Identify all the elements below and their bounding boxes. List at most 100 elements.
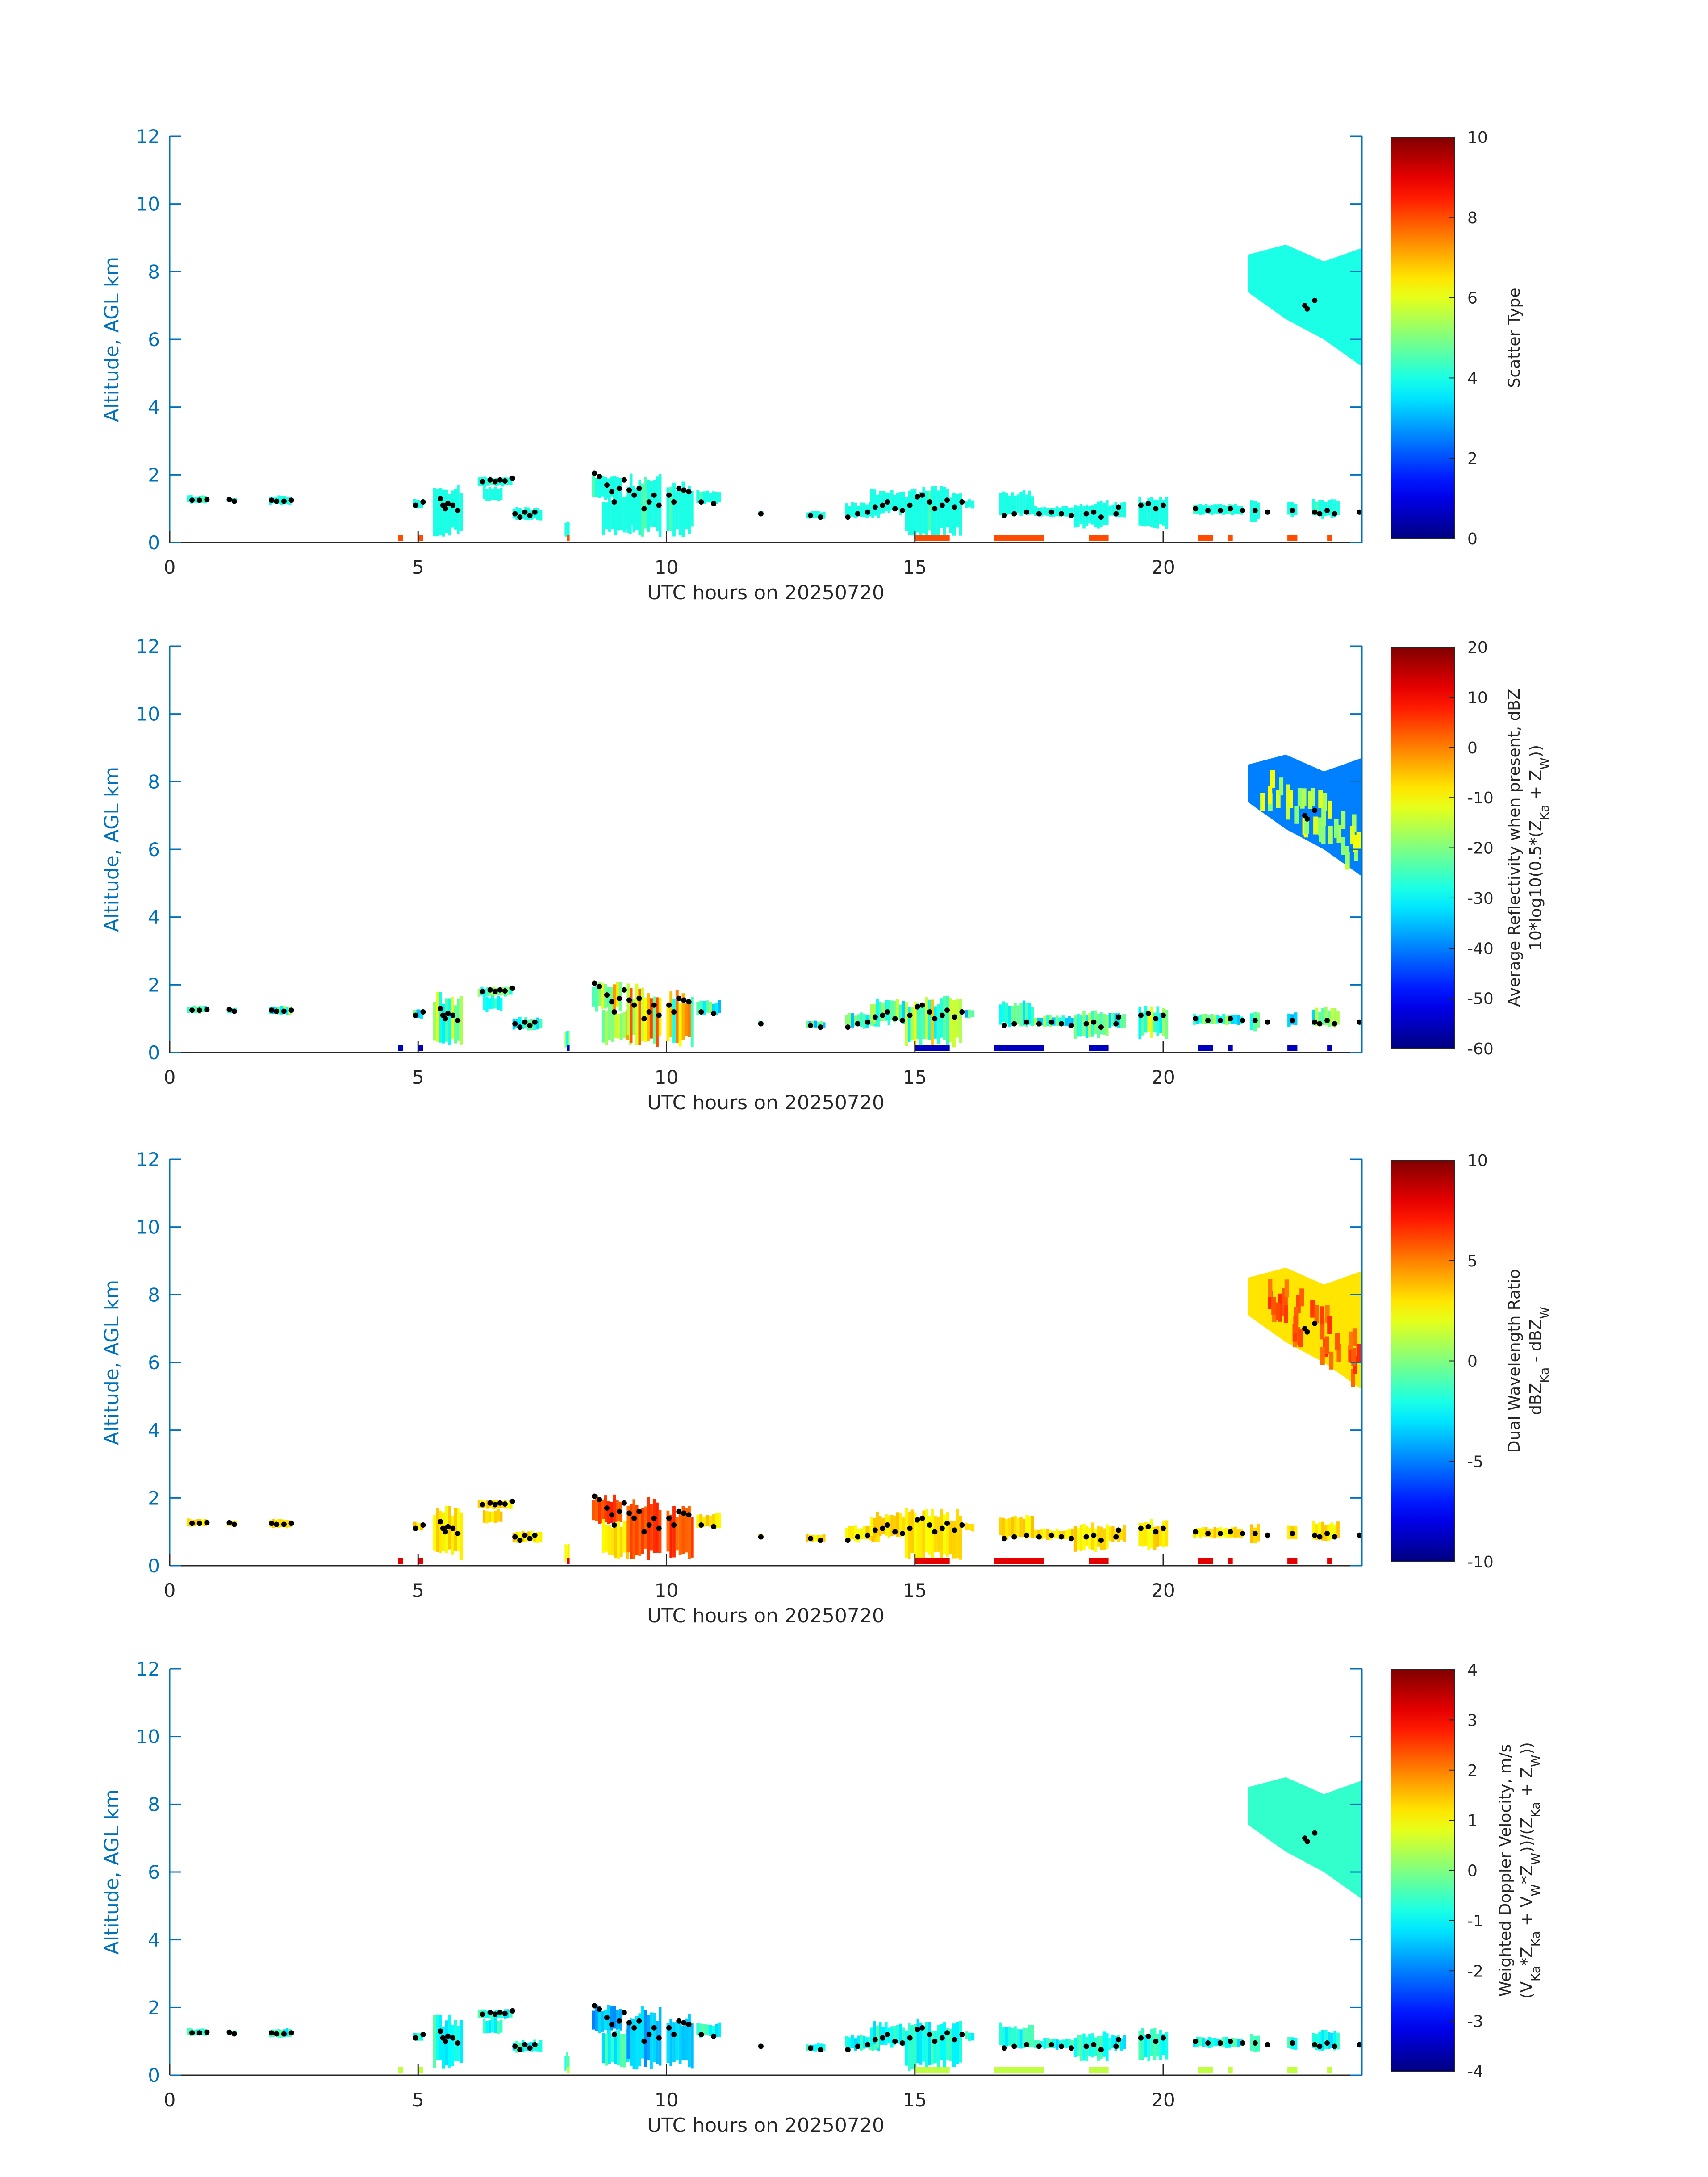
echo-cell <box>647 993 650 1041</box>
cirrus-echo-cell <box>1352 1328 1357 1346</box>
echo-cell <box>905 1002 908 1047</box>
echo-cell <box>530 1531 534 1541</box>
echo-cell <box>823 511 826 519</box>
cloud-base-point <box>1091 1019 1097 1025</box>
echo-cell <box>902 1000 905 1024</box>
echo-cell <box>1318 1522 1322 1540</box>
cloud-base-point <box>1324 1531 1330 1536</box>
echo-cell <box>644 2010 647 2067</box>
cloud-base-point <box>907 1012 913 1018</box>
echo-cell <box>658 1510 662 1553</box>
echo-cell <box>1002 491 1005 517</box>
cloud-base-point <box>288 497 294 503</box>
cloud-base-point <box>698 1522 704 1528</box>
echo-cell <box>1077 2035 1080 2056</box>
echo-cell <box>1162 500 1165 526</box>
echo-cell <box>486 1500 489 1509</box>
cloud-base-point <box>274 1008 280 1014</box>
echo-cell <box>1333 1525 1337 1538</box>
echo-cell <box>1294 504 1298 515</box>
echo-cell <box>459 1512 463 1560</box>
cloud-base-point <box>626 487 632 493</box>
surface-echo <box>398 2067 403 2073</box>
cloud-base-point <box>420 1522 426 1528</box>
echo-cell <box>1120 1015 1123 1028</box>
echo-cell <box>632 1499 635 1559</box>
cloud-base-point <box>952 1014 957 1020</box>
echo-cell <box>702 491 706 504</box>
cloud-base-point <box>189 1521 195 1526</box>
echo-cell <box>696 2023 700 2035</box>
cloud-base-point <box>1083 511 1089 517</box>
x-tick-label: 0 <box>164 2089 176 2111</box>
cloud-base-point <box>512 1534 518 1540</box>
echo-cell <box>497 1509 500 1522</box>
cloud-base-point <box>502 988 508 994</box>
echo-cell <box>638 2013 641 2066</box>
echo-cell <box>1257 1012 1260 1028</box>
surface-echo <box>1287 535 1298 541</box>
echo-cell <box>564 523 567 537</box>
surface-echo <box>1287 1045 1298 1051</box>
cloud-base-point <box>1036 2043 1042 2049</box>
cloud-base-point <box>231 2031 237 2037</box>
cloud-base-point <box>646 1009 652 1015</box>
echo-cell <box>500 998 503 1011</box>
echo-cell <box>949 998 952 1043</box>
echo-cell <box>566 1544 568 1559</box>
echo-cell <box>1070 1018 1074 1027</box>
echo-cell <box>681 1506 685 1554</box>
echo-cell <box>1120 2038 1123 2051</box>
echo-cell <box>619 1527 623 1557</box>
cloud-base-point <box>487 987 493 993</box>
cloud-base-point <box>509 2008 515 2014</box>
echo-cell <box>1213 2038 1217 2047</box>
echo-cell <box>943 1514 946 1555</box>
echo-cell <box>598 982 601 1006</box>
echo-cell <box>1114 1529 1118 1539</box>
echo-cell <box>940 998 943 1038</box>
echo-cell <box>718 1000 721 1013</box>
echo-cell <box>922 2028 925 2062</box>
echo-cell <box>823 2044 826 2051</box>
colorbar-tick-label: 0 <box>1467 1862 1478 1880</box>
cloud-base-point <box>1332 1534 1337 1540</box>
cloud-base-point <box>636 995 642 1001</box>
echo-cell <box>485 1511 489 1524</box>
echo-cell <box>873 1004 876 1024</box>
cloud-base-point <box>1138 502 1144 508</box>
echo-cell <box>1046 1529 1049 1540</box>
echo-cell <box>666 487 670 531</box>
cloud-base-point <box>666 2025 672 2031</box>
surface-echo <box>1228 1045 1233 1051</box>
echo-cell <box>928 1516 931 1555</box>
surface-echo <box>994 2067 1044 2073</box>
echo-cell <box>712 1514 715 1526</box>
echo-cell <box>187 1518 190 1526</box>
cloud-base-point <box>1138 2035 1144 2041</box>
cirrus-echo-cell <box>1293 1315 1298 1333</box>
colorbar-tick-label: -3 <box>1467 2013 1483 2031</box>
cloud-base-point <box>1193 1016 1199 1022</box>
cloud-base-point <box>892 1529 898 1535</box>
echo-cell <box>1287 2037 1291 2048</box>
echo-cell <box>568 2056 570 2072</box>
cloud-base-point <box>932 1529 938 1535</box>
echo-cell <box>922 487 925 534</box>
y-tick-label: 8 <box>148 771 160 793</box>
echo-cell <box>965 2031 968 2039</box>
colorbar-tick-label: 20 <box>1467 639 1488 657</box>
echo-cell <box>672 2022 676 2062</box>
cloud-base-point <box>512 1021 518 1027</box>
cloud-base-point <box>641 1529 647 1535</box>
echo-cell <box>1022 1518 1026 1537</box>
cloud-base-point <box>522 2042 528 2047</box>
cloud-base-point <box>527 1023 533 1028</box>
cloud-base-point <box>880 1012 885 1018</box>
echo-cell <box>669 486 673 531</box>
cloud-base-point <box>666 1515 672 1521</box>
echo-cell <box>1065 506 1068 517</box>
echo-cell <box>1153 499 1157 528</box>
echo-cell <box>451 490 454 528</box>
